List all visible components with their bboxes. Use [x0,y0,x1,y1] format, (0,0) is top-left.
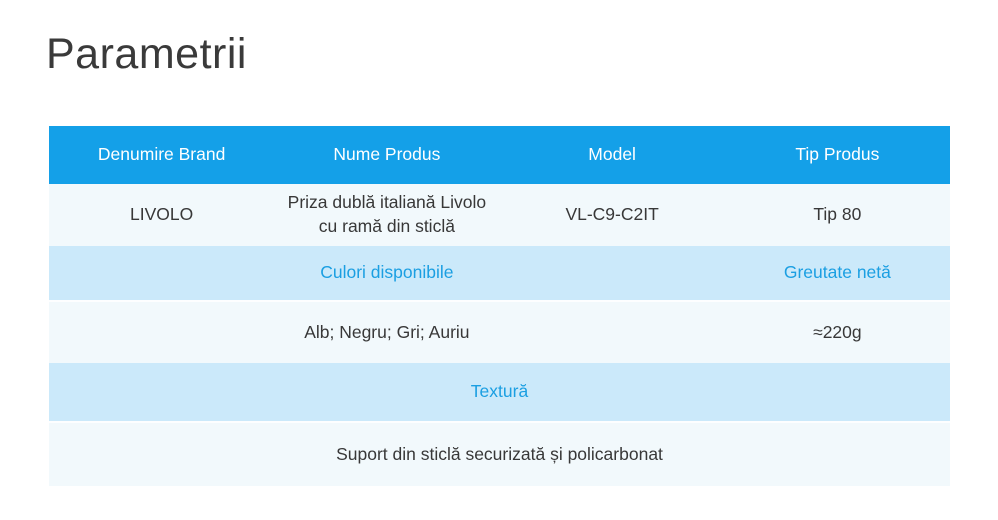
product-name-line1: Priza dublă italiană Livolo [287,192,487,213]
brand-value: LIVOLO [130,204,194,225]
parameters-table: Denumire Brand Nume Produs Model Tip Pro… [49,126,950,486]
header-nume-produs: Nume Produs [333,144,441,165]
net-weight-value: ≈220g [813,321,862,342]
table-row-texture-label: Textură [49,363,950,423]
table-row-product: LIVOLO Priza dublă italiană Livolo cu ra… [49,184,950,246]
table-header-row: Denumire Brand Nume Produs Model Tip Pro… [49,126,950,184]
colors-label: Culori disponibile [320,262,454,283]
colors-value: Alb; Negru; Gri; Auriu [304,321,470,342]
header-tip-produs: Tip Produs [795,144,880,165]
table-row-secondary-values: Alb; Negru; Gri; Auriu ≈220g [49,302,950,363]
model-value: VL-C9-C2IT [565,204,659,225]
net-weight-label: Greutate netă [783,262,891,283]
page-title: Parametrii [46,30,247,78]
table-row-texture-value: Suport din sticlă securizată și policarb… [49,423,950,486]
texture-value: Suport din sticlă securizată și policarb… [336,443,663,464]
product-name-value: Priza dublă italiană Livolo cu ramă din … [274,191,499,238]
header-model: Model [588,144,636,165]
table-row-secondary-labels: Culori disponibile Greutate netă [49,246,950,302]
header-denumire-brand: Denumire Brand [97,144,226,165]
product-type-value: Tip 80 [813,204,862,225]
texture-label: Textură [470,381,529,402]
product-name-line2: cu ramă din sticlă [318,216,455,236]
